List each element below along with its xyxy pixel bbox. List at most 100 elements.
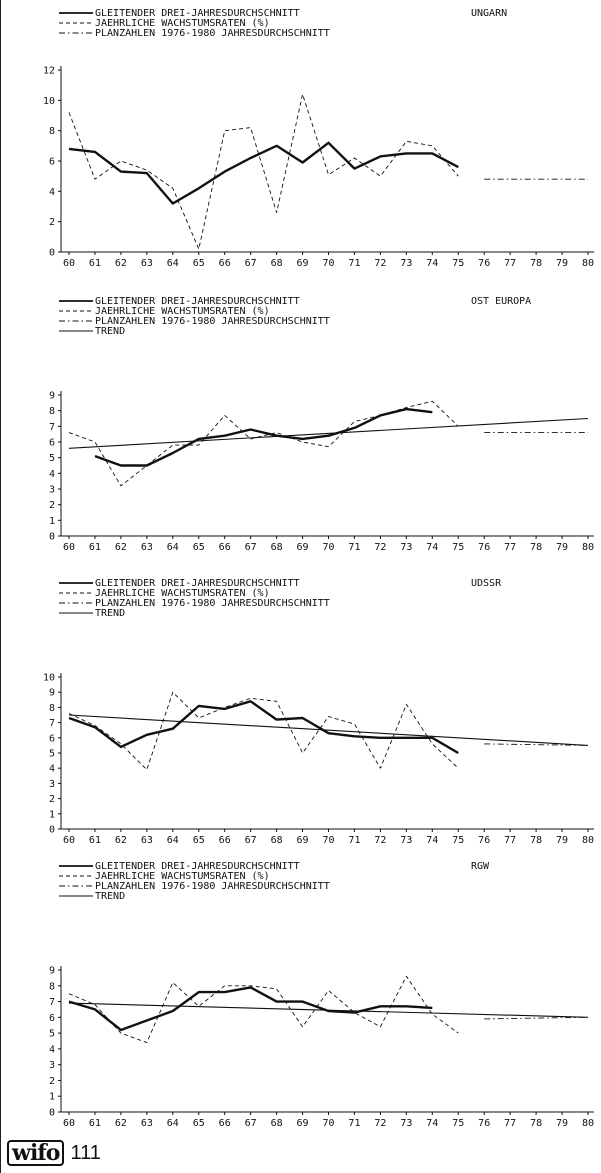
legend-label: TREND [95,891,125,902]
x-tick-label: 64 [167,258,179,269]
footer: wifo 111 [7,1138,101,1168]
wifo-logo: wifo [7,1140,65,1166]
legend-label: GLEITENDER DREI-JAHRESDURCHSCHNITT [95,578,300,589]
y-tick-label: 2 [49,500,55,511]
y-tick-label: 0 [49,248,55,259]
y-tick-label: 2 [49,217,55,228]
x-tick-label: 62 [115,835,127,846]
x-tick-label: 72 [374,1118,386,1129]
x-tick-label: 72 [374,835,386,846]
series-dashdot-line [484,1016,589,1020]
chart-panel-2: GLEITENDER DREI-JAHRESDURCHSCHNITTJAEHRL… [49,296,594,553]
x-tick-label: 66 [219,258,231,269]
y-tick-label: 8 [49,126,55,137]
y-tick-label: 2 [49,1076,55,1087]
x-tick-label: 66 [219,542,231,553]
legend-label: GLEITENDER DREI-JAHRESDURCHSCHNITT [95,296,300,307]
x-tick-label: 64 [167,1118,179,1129]
y-tick-label: 7 [49,422,55,433]
x-tick-label: 78 [530,258,542,269]
x-tick-label: 63 [141,542,153,553]
x-tick-label: 60 [63,258,75,269]
y-tick-label: 10 [43,96,55,107]
x-tick-label: 66 [219,835,231,846]
x-tick-label: 74 [426,258,438,269]
legend-label: JAEHRLICHE WACHSTUMSRATEN (%) [95,871,270,882]
y-tick-label: 4 [49,1044,55,1055]
x-tick-label: 77 [504,1118,516,1129]
x-tick-label: 76 [478,258,490,269]
y-tick-label: 5 [49,1029,55,1040]
x-tick-label: 62 [115,1118,127,1129]
x-tick-label: 74 [426,542,438,553]
x-tick-label: 67 [245,1118,257,1129]
series-dashdot-line [484,743,589,746]
x-tick-label: 63 [141,835,153,846]
y-tick-label: 9 [49,391,55,402]
x-tick-label: 65 [193,835,205,846]
page-number: 111 [70,1141,101,1164]
x-tick-label: 78 [530,1118,542,1129]
y-tick-label: 6 [49,1013,55,1024]
x-tick-label: 75 [452,258,464,269]
x-tick-label: 64 [167,835,179,846]
x-tick-label: 68 [271,542,283,553]
x-tick-label: 67 [245,835,257,846]
x-tick-label: 74 [426,835,438,846]
x-tick-label: 68 [271,1118,283,1129]
x-tick-label: 67 [245,258,257,269]
x-tick-label: 61 [89,835,101,846]
series-thin-line [68,417,589,449]
x-tick-label: 73 [400,542,412,553]
x-tick-label: 73 [400,835,412,846]
x-tick-label: 75 [452,1118,464,1129]
y-tick-label: 9 [49,966,55,977]
x-tick-label: 72 [374,542,386,553]
chart-panel-4: GLEITENDER DREI-JAHRESDURCHSCHNITTJAEHRL… [49,861,594,1129]
x-tick-label: 71 [348,542,360,553]
x-tick-label: 79 [556,1118,568,1129]
x-tick-label: 69 [297,1118,309,1129]
y-tick-label: 9 [49,688,55,699]
legend-label: PLANZAHLEN 1976-1980 JAHRESDURCHSCHNITT [95,316,330,327]
series-thin-line [68,1002,589,1018]
x-tick-label: 65 [193,258,205,269]
x-tick-label: 61 [89,1118,101,1129]
x-tick-label: 80 [582,835,594,846]
x-tick-label: 61 [89,542,101,553]
y-tick-label: 8 [49,703,55,714]
x-tick-label: 60 [63,835,75,846]
chart-panel-1: GLEITENDER DREI-JAHRESDURCHSCHNITTJAEHRL… [43,8,594,269]
legend-label: GLEITENDER DREI-JAHRESDURCHSCHNITT [95,861,300,872]
legend-label: TREND [95,608,125,619]
x-tick-label: 74 [426,1118,438,1129]
x-tick-label: 73 [400,1118,412,1129]
chart-title: UNGARN [471,8,507,19]
x-tick-label: 66 [219,1118,231,1129]
x-tick-label: 67 [245,542,257,553]
y-tick-label: 8 [49,406,55,417]
y-tick-label: 0 [49,532,55,543]
legend-label: JAEHRLICHE WACHSTUMSRATEN (%) [95,18,270,29]
x-tick-label: 76 [478,835,490,846]
y-tick-label: 6 [49,438,55,449]
y-tick-label: 5 [49,749,55,760]
y-tick-label: 6 [49,733,55,744]
x-tick-label: 65 [193,1118,205,1129]
legend-label: JAEHRLICHE WACHSTUMSRATEN (%) [95,588,270,599]
legend-label: JAEHRLICHE WACHSTUMSRATEN (%) [95,306,270,317]
x-tick-label: 76 [478,1118,490,1129]
x-tick-label: 80 [582,542,594,553]
legend-label: PLANZAHLEN 1976-1980 JAHRESDURCHSCHNITT [95,28,330,39]
series-dashed-line [68,93,459,250]
series-dashed-line [68,691,459,771]
series-thin-line [68,714,589,746]
y-tick-label: 5 [49,453,55,464]
series-dashed-line [68,400,459,487]
series-thick-line [68,141,459,205]
y-tick-label: 2 [49,794,55,805]
x-tick-label: 71 [348,258,360,269]
legend-label: TREND [95,326,125,337]
y-tick-label: 7 [49,718,55,729]
